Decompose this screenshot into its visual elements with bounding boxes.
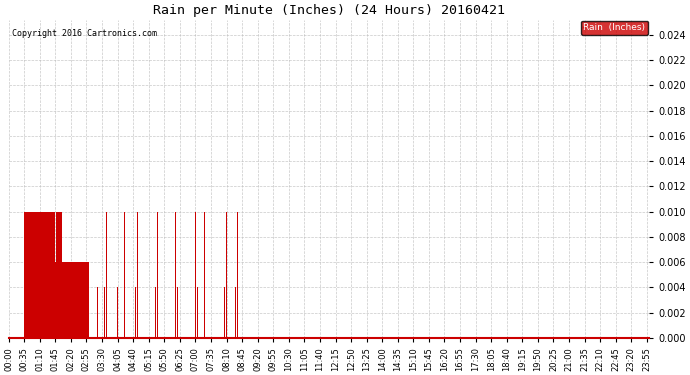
Text: Copyright 2016 Cartronics.com: Copyright 2016 Cartronics.com: [12, 29, 157, 38]
Legend: Rain  (Inches): Rain (Inches): [581, 21, 648, 35]
Title: Rain per Minute (Inches) (24 Hours) 20160421: Rain per Minute (Inches) (24 Hours) 2016…: [153, 4, 505, 17]
